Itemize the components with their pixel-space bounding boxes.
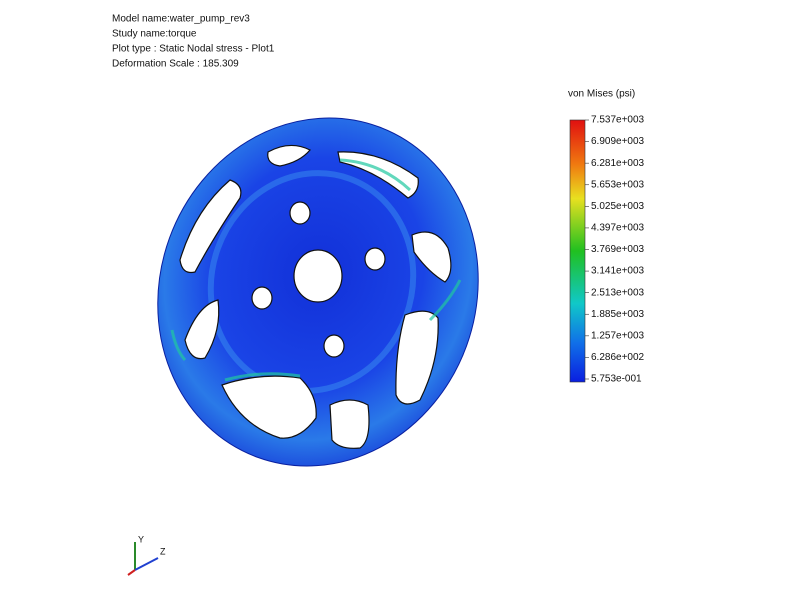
legend-label: 2.513e+003 xyxy=(591,287,645,298)
legend-label: 3.769e+003 xyxy=(591,244,645,255)
legend-label: 3.141e+003 xyxy=(591,266,645,277)
header-line: Study name:torque xyxy=(112,29,197,40)
legend-title: von Mises (psi) xyxy=(568,89,635,100)
legend-label: 4.397e+003 xyxy=(591,223,645,234)
legend-label: 1.257e+003 xyxy=(591,330,645,341)
header-line: Deformation Scale : 185.309 xyxy=(112,59,239,70)
wheel-model xyxy=(157,117,479,467)
legend-label: 6.286e+002 xyxy=(591,352,645,363)
header-line: Plot type : Static Nodal stress - Plot1 xyxy=(112,44,275,55)
legend-label: 5.025e+003 xyxy=(591,201,645,212)
color-bar xyxy=(569,119,586,383)
header-line: Model name:water_pump_rev3 xyxy=(112,14,250,25)
triad-y: Y xyxy=(138,534,144,544)
legend-label: 7.537e+003 xyxy=(591,115,645,126)
legend-label: 1.885e+003 xyxy=(591,309,645,320)
legend-label: 6.281e+003 xyxy=(591,158,645,169)
header: Model name:water_pump_rev3 Study name:tor… xyxy=(112,14,275,70)
legend-label: 5.653e+003 xyxy=(591,179,645,190)
legend-label: 6.909e+003 xyxy=(591,136,645,147)
legend: von Mises (psi) 7.537e+003 6.909e+003 6.28… xyxy=(568,89,645,385)
axis-triad: Y Z xyxy=(127,534,166,576)
legend-label: 5.753e-001 xyxy=(591,374,642,385)
triad-z: Z xyxy=(160,546,166,556)
